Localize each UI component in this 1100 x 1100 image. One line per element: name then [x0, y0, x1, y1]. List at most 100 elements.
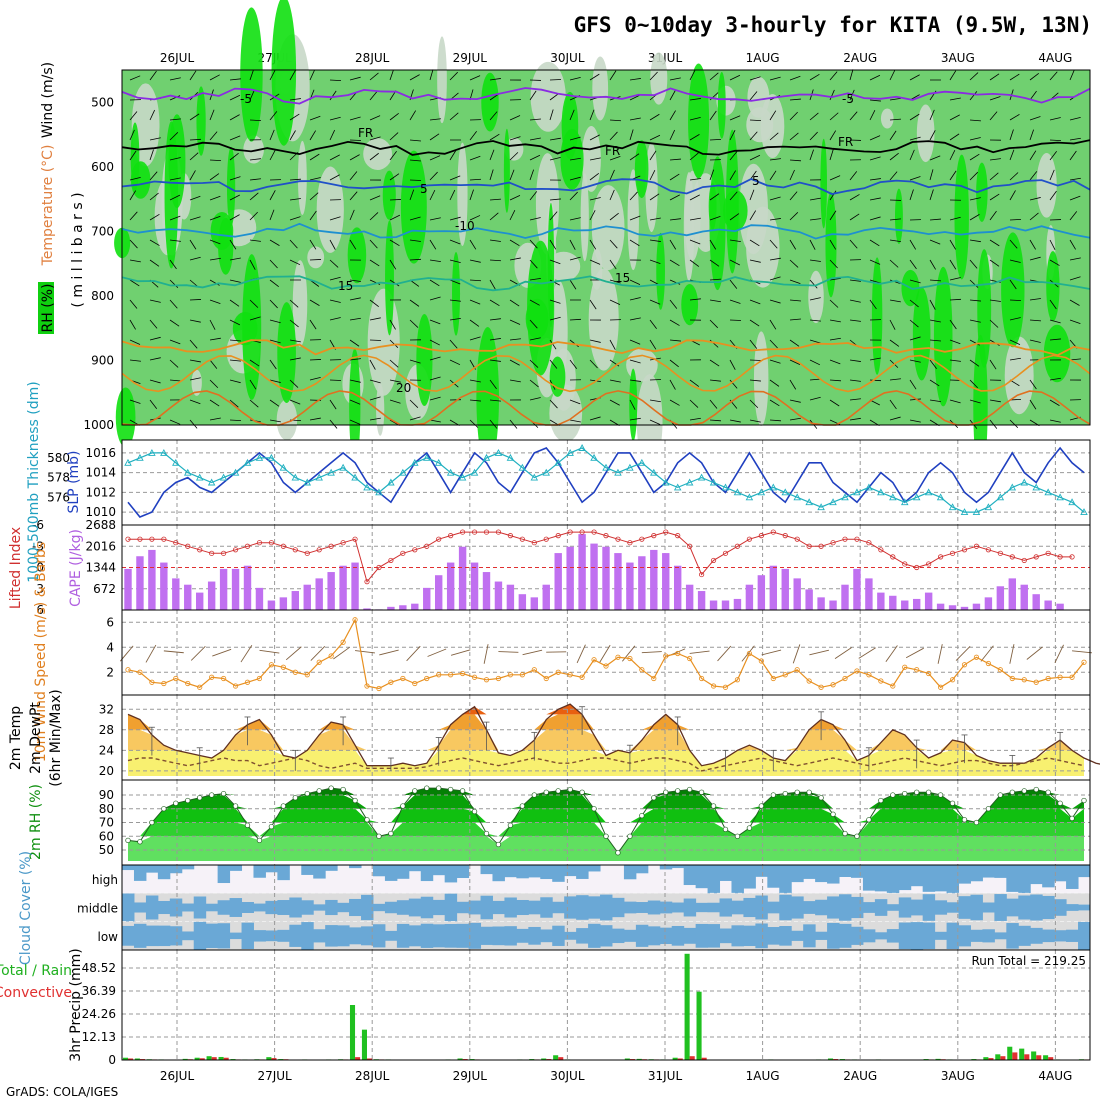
wind-barb — [869, 379, 882, 382]
convective-precip-bar — [1036, 1055, 1042, 1060]
wind-barb — [1049, 399, 1060, 406]
wind-speed-point — [627, 655, 633, 662]
dry-area — [738, 163, 768, 255]
cloud-cell — [994, 932, 1007, 940]
cape-bar — [673, 565, 682, 610]
wind-barb — [409, 319, 419, 328]
wind-barb — [289, 216, 301, 221]
wind-barb — [889, 130, 897, 141]
cloud-cell — [337, 902, 350, 913]
wind-barb — [509, 419, 518, 429]
moist-area — [196, 86, 206, 156]
rh-point — [794, 789, 800, 795]
wind-barb — [169, 419, 181, 425]
wind-barb — [709, 399, 718, 409]
wind-speed-point — [412, 680, 418, 687]
wind-barb — [129, 111, 138, 121]
wind-barb — [209, 399, 220, 407]
wind-barb — [309, 115, 321, 121]
lifted-index-point — [770, 529, 776, 535]
wind-barb — [1029, 256, 1041, 261]
wind-barb — [169, 215, 181, 221]
wind-barb — [929, 218, 941, 221]
rh-point — [1021, 788, 1027, 794]
wind-barb — [149, 379, 161, 384]
wind-barb — [1069, 195, 1081, 201]
wind-barb — [209, 239, 221, 245]
wind-barb — [869, 216, 881, 221]
cloud-cell — [600, 894, 613, 921]
wind-barb — [761, 649, 782, 656]
thickness-point — [566, 448, 574, 456]
wind-barb — [689, 239, 701, 245]
bottom-date-label: 4AUG — [1038, 1069, 1072, 1083]
contour-label: 20 — [396, 381, 411, 395]
thickness-point — [279, 463, 288, 471]
cape-bar — [1044, 600, 1052, 610]
cloud-cell — [301, 865, 314, 875]
thickness-point — [996, 493, 1005, 501]
precip-tick: 0 — [108, 1053, 116, 1067]
dry-area — [683, 172, 695, 282]
wind-barb — [189, 152, 199, 161]
total-precip-bar — [1031, 1051, 1037, 1060]
rh-point — [710, 803, 717, 809]
wind-barb — [489, 318, 501, 321]
moist-area — [1001, 232, 1025, 348]
wind-barb — [249, 259, 256, 270]
wind-barb — [789, 191, 798, 201]
cape-bar — [1020, 584, 1028, 610]
cloud-cell — [229, 932, 243, 940]
cape-bar — [184, 584, 192, 610]
wind-speed-point — [543, 675, 549, 682]
wind-barb — [809, 197, 821, 201]
cloud-cell — [265, 865, 278, 873]
dry-area — [916, 104, 935, 163]
rh-point — [1057, 800, 1063, 806]
wind-barb — [449, 150, 457, 161]
wind-barb — [789, 111, 798, 121]
wind-barb — [209, 74, 220, 81]
cloud-cell — [731, 925, 744, 947]
total-precip-bar — [553, 1055, 559, 1060]
rh-point — [806, 789, 812, 795]
cloud-cell — [361, 926, 374, 946]
bottom-date-label: 30JUL — [550, 1069, 585, 1083]
lifted-index-point — [209, 550, 215, 556]
lifted-index-point — [615, 536, 621, 542]
wind-barb — [569, 359, 578, 369]
wind-barb — [409, 258, 422, 261]
ylabel-thickness: 1000-500mb Thickness (dm) — [26, 381, 42, 582]
wind-barb — [649, 113, 660, 121]
cape-bar — [267, 600, 276, 610]
cloud-cell — [122, 925, 135, 946]
wind-barb — [949, 319, 957, 330]
lifted-index-point — [161, 536, 167, 542]
wind-barb — [429, 279, 440, 287]
cloud-cell — [850, 865, 864, 878]
cloud-cell — [576, 928, 589, 944]
wind-speed-point — [268, 662, 274, 668]
wind-barb — [329, 79, 342, 82]
wind-barb — [949, 259, 957, 270]
wind-speed-point — [483, 677, 490, 683]
wind-barb — [689, 152, 699, 161]
wind-barb — [269, 299, 278, 309]
dry-area — [191, 369, 202, 396]
wind-barb — [509, 299, 520, 307]
lifted-index-point — [555, 533, 561, 539]
rh-point — [902, 790, 908, 797]
wind-barb — [289, 319, 299, 328]
wind-speed-point — [567, 672, 573, 678]
wind-barb — [769, 170, 777, 181]
cape-bar — [172, 578, 180, 610]
cloud-cell — [241, 922, 254, 950]
wind-speed-point — [244, 679, 251, 685]
cloud-cell — [707, 865, 721, 894]
total-precip-bar — [1043, 1055, 1049, 1060]
wind-barb — [169, 177, 181, 181]
rh-point — [149, 819, 155, 826]
wind-barb — [529, 379, 539, 388]
wind-barb — [849, 171, 858, 181]
